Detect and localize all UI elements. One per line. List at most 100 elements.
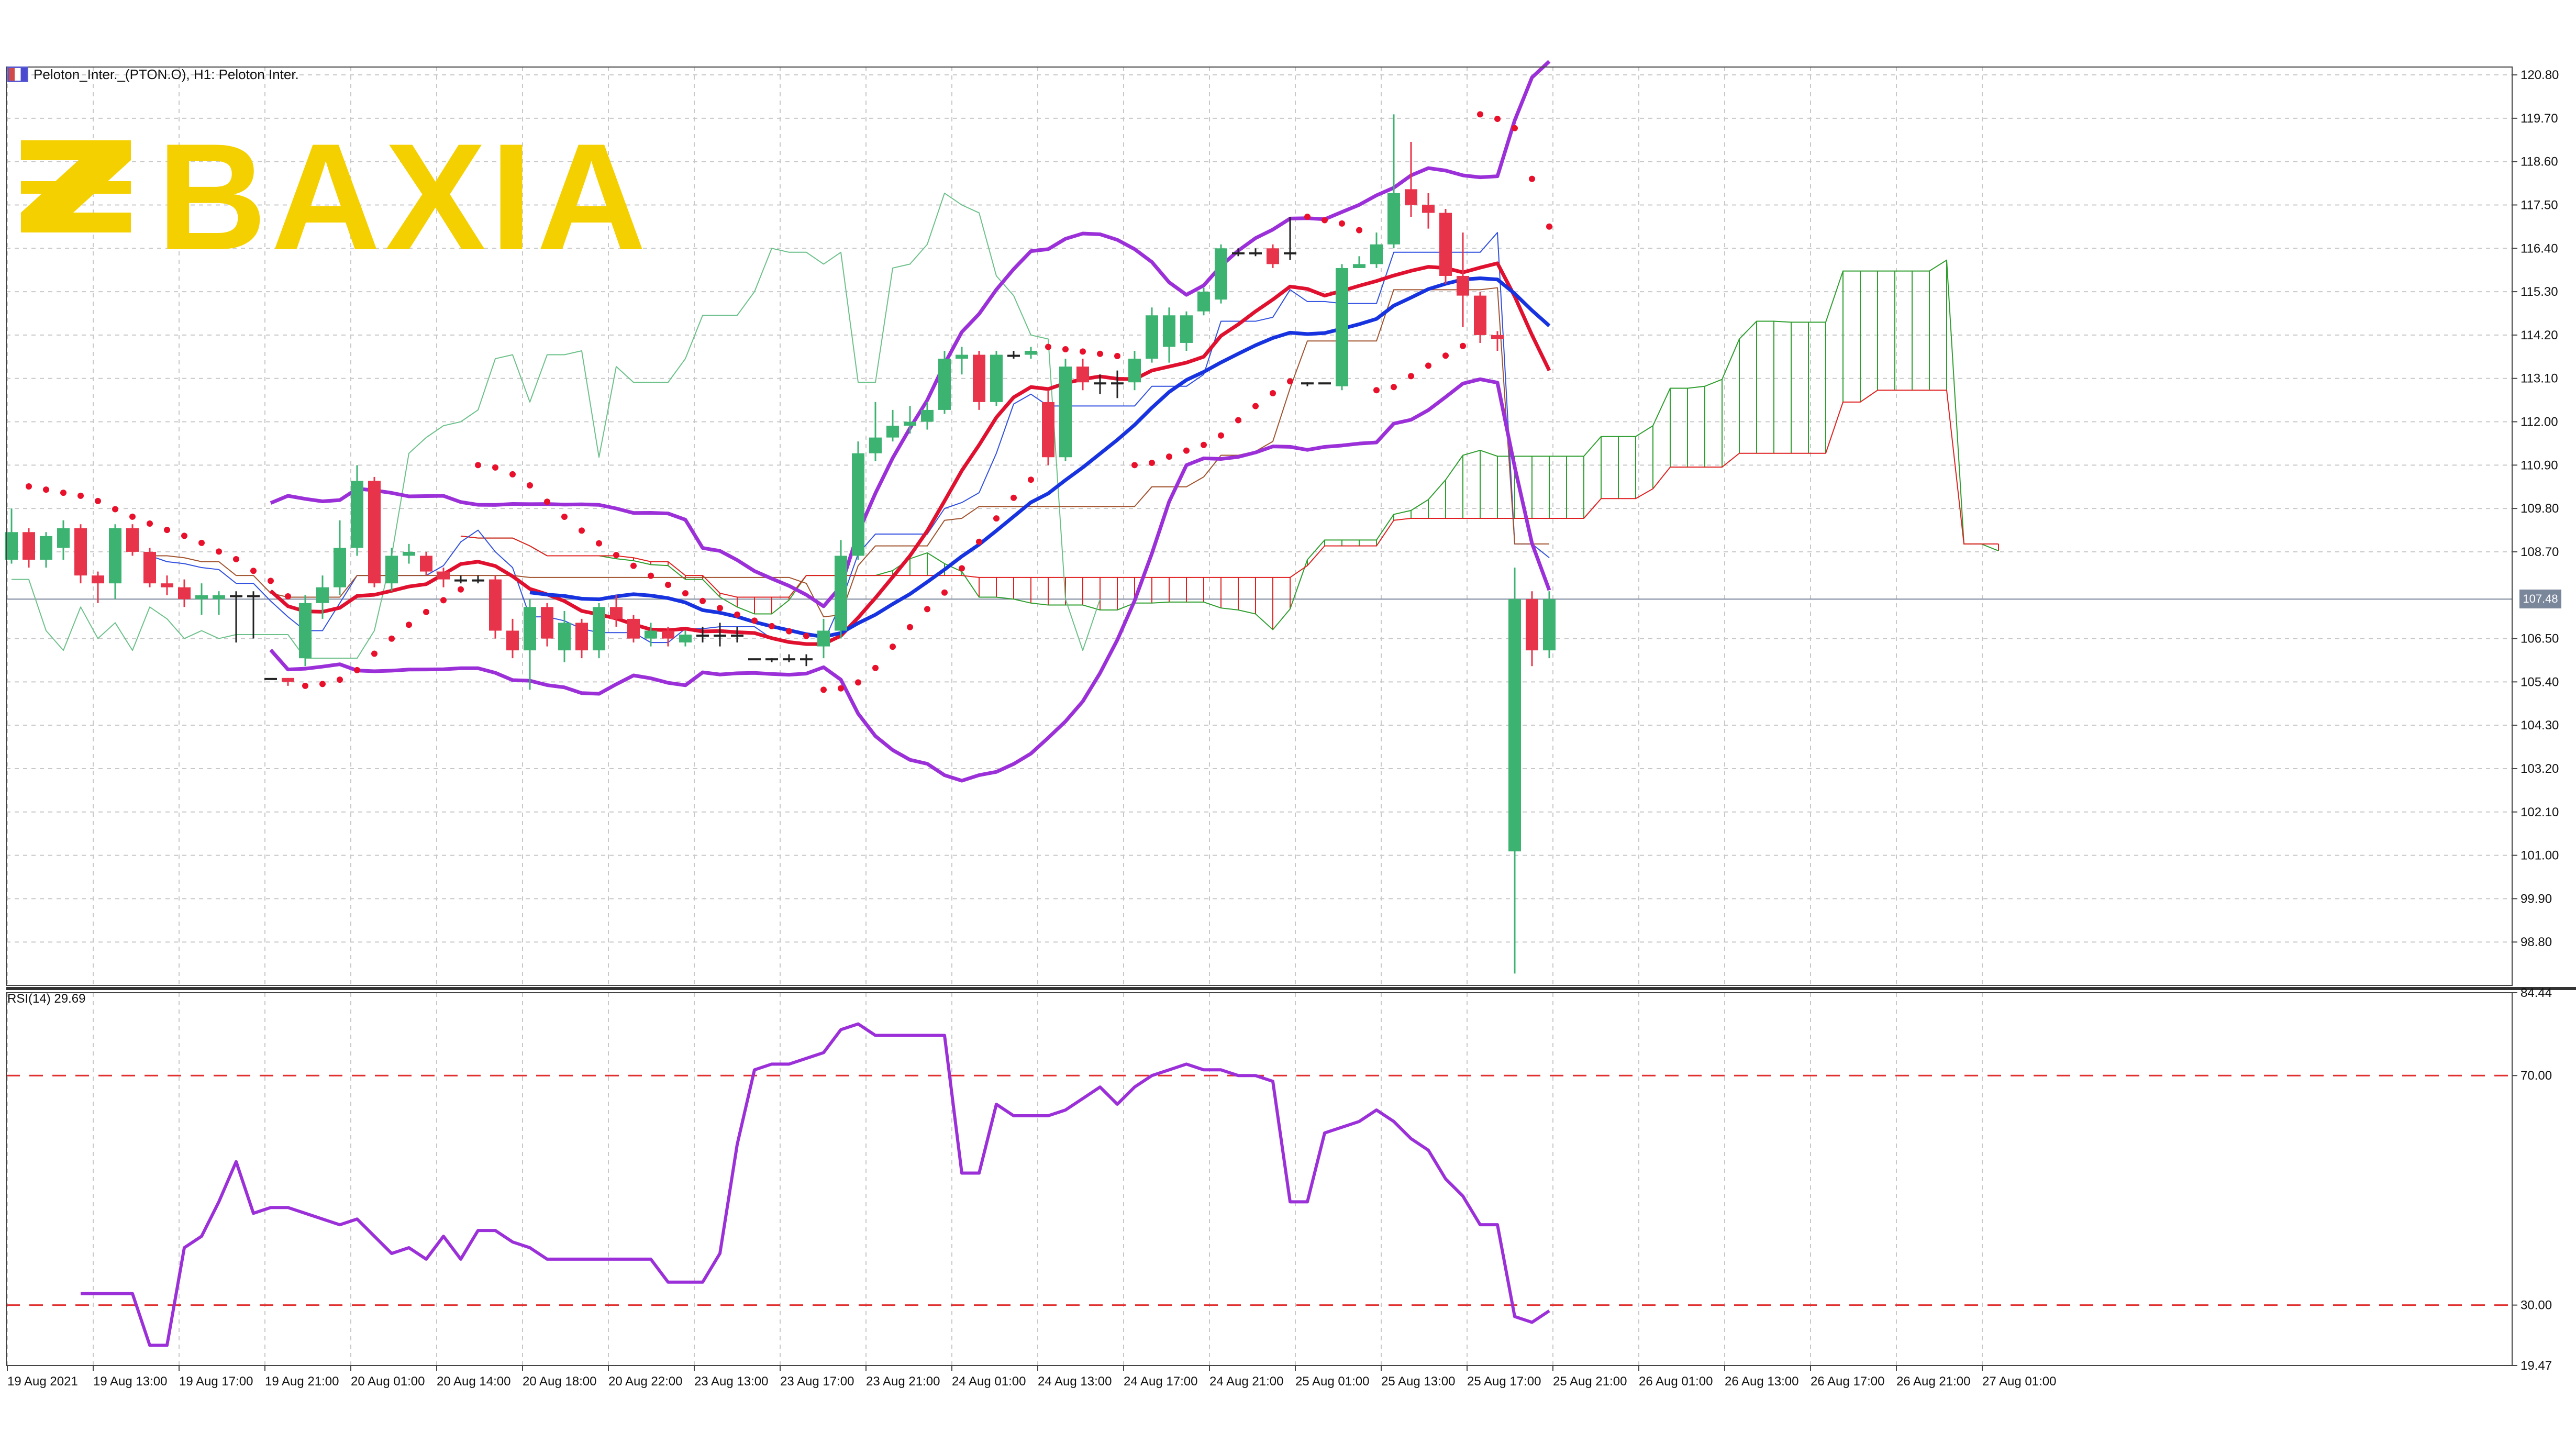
candle-body [1543, 599, 1556, 651]
candle-body [1025, 351, 1037, 355]
brand-logo: BAXIA [21, 112, 650, 282]
candle [420, 551, 432, 576]
candle [696, 626, 709, 643]
x-tick-label: 25 Aug 21:00 [1553, 1374, 1627, 1389]
candle-body [696, 635, 709, 637]
bollinger-lower [269, 377, 1551, 783]
candle-body [40, 536, 52, 560]
sar-dot [1546, 223, 1552, 230]
candle-body [178, 587, 191, 600]
candle [610, 595, 623, 627]
candle [886, 409, 899, 442]
candle-body [1387, 193, 1400, 245]
sar-dot [561, 513, 568, 520]
candle [334, 520, 346, 595]
candle-body [1336, 268, 1348, 386]
candle-body [835, 556, 847, 631]
logo-text: BAXIA [157, 112, 650, 282]
candle [973, 351, 985, 410]
candle [506, 618, 519, 659]
candle-body [627, 618, 640, 639]
candle-body [230, 595, 242, 597]
candle [178, 579, 191, 607]
candle [161, 575, 173, 595]
candle [368, 476, 381, 587]
candle [1336, 264, 1348, 391]
candle [1197, 287, 1210, 316]
candle [662, 626, 674, 647]
candle-body [1076, 367, 1089, 383]
candle-body [679, 635, 692, 643]
sar-dot [1304, 214, 1311, 220]
candle-body [1439, 213, 1452, 276]
candle [765, 658, 778, 662]
sar-dot [43, 486, 49, 493]
candle [195, 583, 208, 615]
x-tick-label: 25 Aug 17:00 [1467, 1374, 1541, 1389]
sar-dot [1080, 348, 1086, 355]
candle-body [731, 635, 743, 637]
y-tick-label: 102.10 [2521, 805, 2559, 819]
candle [299, 595, 312, 667]
candle-body [126, 528, 139, 552]
candle [1387, 114, 1400, 249]
sar-dot [579, 527, 585, 534]
candle [247, 591, 260, 639]
candle-body [765, 658, 778, 661]
y-tick-label: 105.40 [2521, 675, 2559, 689]
candle-body [316, 587, 329, 603]
sar-dot [872, 664, 879, 671]
sar-dot [302, 682, 308, 689]
sar-dot [734, 611, 740, 618]
candle [385, 548, 398, 592]
sar-dot [1131, 462, 1138, 469]
candle-body [213, 595, 225, 600]
rsi-y-tick-label: 30.00 [2521, 1298, 2552, 1313]
candle [1128, 351, 1141, 391]
candle-body [1491, 335, 1504, 339]
candle [714, 623, 726, 647]
x-tick-label: 26 Aug 13:00 [1725, 1374, 1798, 1389]
rsi-panel-frame [6, 992, 2513, 1366]
candle [489, 575, 502, 639]
candle-body [938, 359, 951, 410]
sar-dot [890, 643, 896, 650]
sar-dot [1062, 346, 1069, 352]
candle-body [1163, 315, 1175, 347]
candle-body [904, 421, 916, 426]
candle [1249, 248, 1262, 257]
y-tick-label: 113.10 [2521, 372, 2558, 386]
chikou-span-line [12, 192, 1101, 659]
candle [852, 441, 864, 560]
candle [1007, 351, 1020, 359]
candle [1439, 209, 1452, 284]
ichimoku-cloud [460, 259, 1999, 631]
candle-body [403, 551, 415, 556]
candle-body [5, 532, 18, 560]
candle-body [645, 630, 657, 639]
sar-dot [993, 515, 1000, 522]
sar-dot [423, 608, 429, 615]
y-tick-label: 109.80 [2521, 502, 2559, 516]
candle [558, 611, 571, 662]
candle [1163, 307, 1175, 363]
x-tick-label: 26 Aug 21:00 [1896, 1374, 1970, 1389]
rsi-y-tick-label: 70.00 [2521, 1069, 2552, 1083]
candle-body [1094, 382, 1106, 385]
candle-body [524, 607, 536, 651]
y-tick-label: 106.50 [2521, 632, 2559, 646]
candle [731, 626, 743, 643]
sar-dot [1373, 387, 1380, 394]
candle-body [489, 579, 502, 631]
candle [74, 524, 87, 584]
sar-dot [803, 632, 809, 639]
sar-dot [769, 623, 775, 629]
rsi-y-tick-label: 19.47 [2521, 1359, 2552, 1373]
sar-dot [164, 527, 170, 534]
sar-dot [941, 589, 948, 596]
x-tick-label: 24 Aug 21:00 [1209, 1374, 1283, 1389]
sar-dot [458, 586, 464, 593]
sar-dot [475, 462, 481, 469]
